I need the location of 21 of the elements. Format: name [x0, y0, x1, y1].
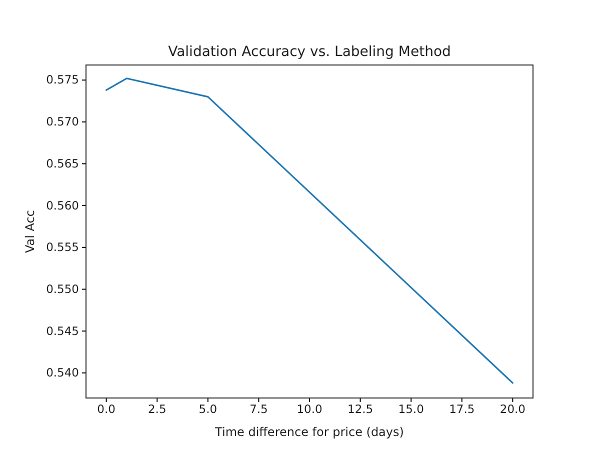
- y-tick-label: 0.550: [46, 282, 79, 296]
- x-tick-label: 10.0: [296, 402, 322, 416]
- chart-title: Validation Accuracy vs. Labeling Method: [168, 44, 451, 60]
- y-tick-label: 0.540: [46, 366, 79, 380]
- y-tick-label: 0.565: [46, 156, 79, 170]
- x-tick-label: 17.5: [449, 402, 475, 416]
- x-tick-label: 0.0: [97, 402, 116, 416]
- y-tick-label: 0.560: [46, 198, 79, 212]
- x-tick-label: 20.0: [500, 402, 526, 416]
- y-tick-label: 0.570: [46, 114, 79, 129]
- x-tick-label: 12.5: [347, 402, 374, 416]
- x-tick-label: 7.5: [250, 402, 268, 416]
- y-tick-label: 0.555: [46, 240, 79, 254]
- x-axis-title: Time difference for price (days): [214, 425, 404, 439]
- x-tick-label: 15.0: [398, 402, 424, 416]
- x-tick-label: 5.0: [198, 402, 218, 416]
- y-axis-title: Val Acc: [23, 210, 37, 253]
- y-tick-label: 0.545: [46, 324, 79, 338]
- x-tick-label: 2.5: [148, 402, 166, 416]
- y-tick-label: 0.575: [46, 72, 79, 87]
- line-series: [106, 78, 514, 384]
